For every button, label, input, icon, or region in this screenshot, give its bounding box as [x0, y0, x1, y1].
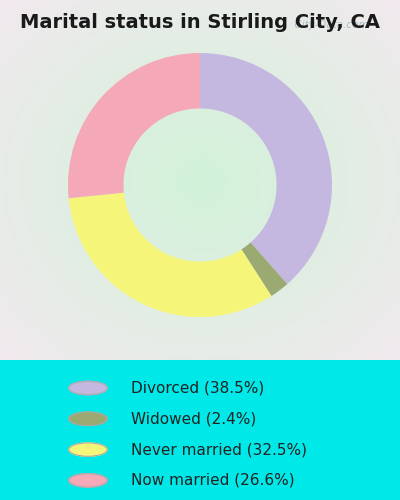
- Circle shape: [69, 382, 107, 394]
- Circle shape: [69, 443, 107, 456]
- Circle shape: [69, 412, 107, 426]
- Wedge shape: [68, 53, 200, 198]
- Text: City-Data.com: City-Data.com: [288, 20, 368, 30]
- Text: Divorced (38.5%): Divorced (38.5%): [131, 380, 264, 396]
- Circle shape: [69, 474, 107, 487]
- Wedge shape: [242, 242, 287, 296]
- Wedge shape: [200, 53, 332, 284]
- Text: Marital status in Stirling City, CA: Marital status in Stirling City, CA: [20, 12, 380, 32]
- Wedge shape: [69, 192, 272, 317]
- Text: Widowed (2.4%): Widowed (2.4%): [131, 412, 256, 426]
- Text: Now married (26.6%): Now married (26.6%): [131, 473, 295, 488]
- Text: Never married (32.5%): Never married (32.5%): [131, 442, 307, 457]
